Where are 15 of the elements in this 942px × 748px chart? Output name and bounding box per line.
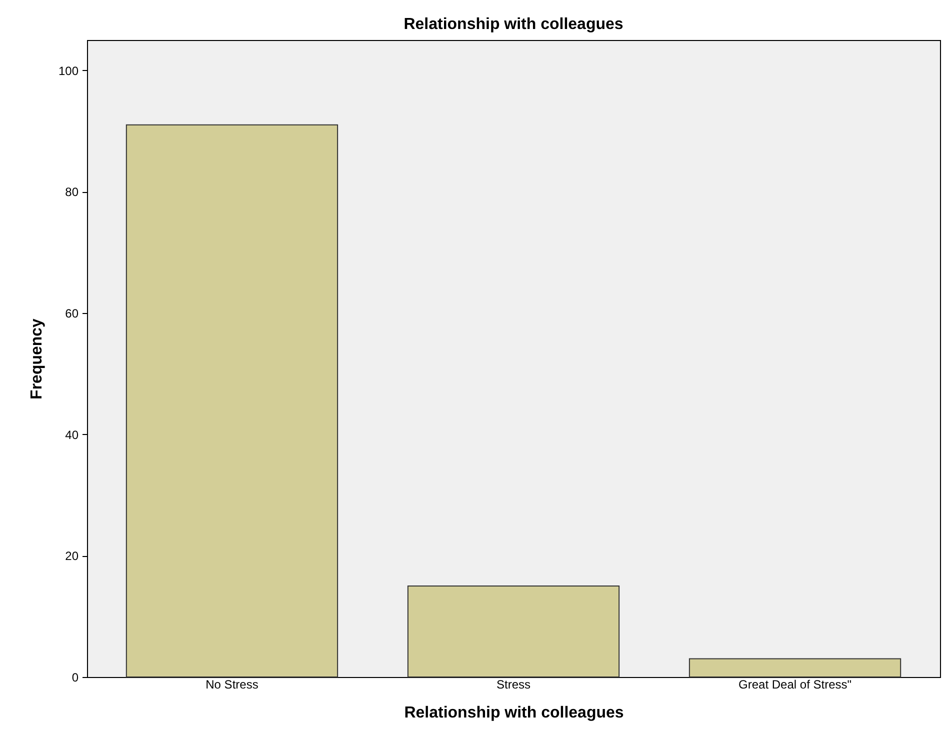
y-tick-label: 40	[65, 428, 79, 442]
bar	[407, 586, 620, 678]
y-tick-label: 100	[58, 64, 79, 78]
x-tick-label: No Stress	[206, 678, 258, 692]
x-axis-title: Relationship with colleagues	[404, 704, 624, 722]
y-tick-label: 20	[65, 549, 79, 564]
bar	[688, 658, 902, 678]
bar	[126, 124, 338, 678]
y-axis-title: Frequency	[28, 318, 46, 400]
y-tick-label: 80	[65, 185, 79, 200]
y-tick-label: 60	[65, 306, 79, 320]
x-tick-label: Stress	[496, 678, 531, 692]
chart-title: Relationship with colleagues	[404, 16, 624, 33]
x-tick-label: Great Deal of Stress"	[738, 678, 852, 692]
y-tick-label: 0	[72, 670, 79, 684]
